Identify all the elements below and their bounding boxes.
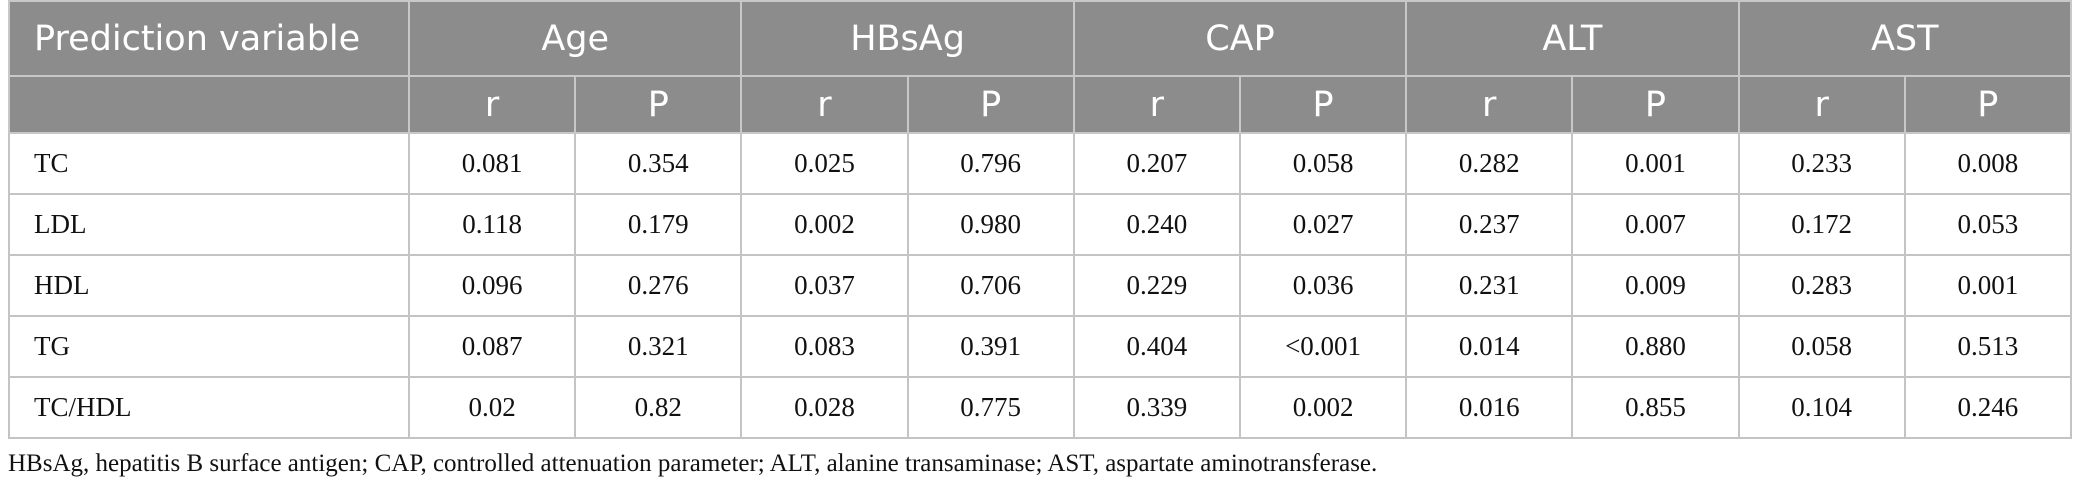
row-label: TC/HDL (8, 376, 410, 439)
cell-alt-r: 0.016 (1405, 376, 1574, 439)
cell-cap-r: 0.229 (1072, 254, 1241, 317)
cell-hbsag-r: 0.037 (740, 254, 909, 317)
header-sub-p: P (1903, 75, 2072, 134)
cell-hbsag-p: 0.980 (906, 193, 1075, 256)
cell-alt-r: 0.237 (1405, 193, 1574, 256)
cell-hbsag-r: 0.025 (740, 132, 909, 195)
header-group-alt: ALT (1405, 0, 1740, 77)
cell-cap-p: <0.001 (1238, 315, 1408, 378)
cell-age-r: 0.081 (407, 132, 577, 195)
table-row-tg: TG 0.087 0.321 0.083 0.391 0.404 <0.001 … (8, 315, 2072, 378)
cell-hbsag-p: 0.796 (906, 132, 1075, 195)
cell-age-r: 0.087 (407, 315, 577, 378)
cell-alt-p: 0.855 (1571, 376, 1740, 439)
correlation-table: Prediction variable Age HBsAg CAP ALT AS… (8, 0, 2072, 439)
cell-age-p: 0.82 (574, 376, 743, 439)
cell-hbsag-r: 0.028 (740, 376, 909, 439)
cell-age-p: 0.354 (574, 132, 743, 195)
cell-ast-p: 0.246 (1903, 376, 2072, 439)
header-row-groups: Prediction variable Age HBsAg CAP ALT AS… (8, 0, 2072, 77)
header-sub-p: P (574, 75, 743, 134)
header-group-age: Age (407, 0, 743, 77)
row-label: TC (8, 132, 410, 195)
header-group-hbsag: HBsAg (740, 0, 1075, 77)
cell-cap-r: 0.207 (1072, 132, 1241, 195)
cell-cap-r: 0.404 (1072, 315, 1241, 378)
header-sub-r: r (1405, 75, 1574, 134)
header-sub-r: r (740, 75, 909, 134)
cell-ast-r: 0.058 (1737, 315, 1906, 378)
header-row-subcolumns: r P r P r P r P r P (8, 75, 2072, 134)
cell-ast-p: 0.008 (1903, 132, 2072, 195)
cell-ast-r: 0.172 (1737, 193, 1906, 256)
cell-alt-p: 0.007 (1571, 193, 1740, 256)
table-row-tc-hdl: TC/HDL 0.02 0.82 0.028 0.775 0.339 0.002… (8, 376, 2072, 439)
header-prediction-variable: Prediction variable (8, 0, 410, 77)
table-row-ldl: LDL 0.118 0.179 0.002 0.980 0.240 0.027 … (8, 193, 2072, 256)
cell-cap-r: 0.339 (1072, 376, 1241, 439)
table-row-hdl: HDL 0.096 0.276 0.037 0.706 0.229 0.036 … (8, 254, 2072, 317)
cell-alt-p: 0.001 (1571, 132, 1740, 195)
header-sub-p: P (1238, 75, 1408, 134)
cell-alt-p: 0.009 (1571, 254, 1740, 317)
header-sub-p: P (1571, 75, 1740, 134)
cell-hbsag-r: 0.083 (740, 315, 909, 378)
cell-cap-r: 0.240 (1072, 193, 1241, 256)
cell-age-r: 0.118 (407, 193, 577, 256)
cell-ast-p: 0.513 (1903, 315, 2072, 378)
cell-cap-p: 0.002 (1238, 376, 1408, 439)
row-label: LDL (8, 193, 410, 256)
cell-hbsag-r: 0.002 (740, 193, 909, 256)
cell-age-p: 0.179 (574, 193, 743, 256)
cell-cap-p: 0.036 (1238, 254, 1408, 317)
cell-ast-p: 0.053 (1903, 193, 2072, 256)
row-label: HDL (8, 254, 410, 317)
table-row-tc: TC 0.081 0.354 0.025 0.796 0.207 0.058 0… (8, 132, 2072, 195)
cell-alt-r: 0.282 (1405, 132, 1574, 195)
cell-age-p: 0.276 (574, 254, 743, 317)
header-sub-r: r (1737, 75, 1906, 134)
cell-hbsag-p: 0.706 (906, 254, 1075, 317)
header-empty-cell (8, 75, 410, 134)
header-sub-r: r (1072, 75, 1241, 134)
cell-hbsag-p: 0.775 (906, 376, 1075, 439)
cell-cap-p: 0.027 (1238, 193, 1408, 256)
cell-ast-r: 0.104 (1737, 376, 1906, 439)
header-sub-r: r (407, 75, 577, 134)
cell-cap-p: 0.058 (1238, 132, 1408, 195)
header-group-ast: AST (1737, 0, 2072, 77)
cell-ast-r: 0.233 (1737, 132, 1906, 195)
cell-age-r: 0.096 (407, 254, 577, 317)
cell-ast-p: 0.001 (1903, 254, 2072, 317)
cell-alt-p: 0.880 (1571, 315, 1740, 378)
cell-alt-r: 0.014 (1405, 315, 1574, 378)
correlation-table-container: Prediction variable Age HBsAg CAP ALT AS… (8, 0, 2072, 439)
cell-alt-r: 0.231 (1405, 254, 1574, 317)
header-group-cap: CAP (1072, 0, 1408, 77)
table-footnote: HBsAg, hepatitis B surface antigen; CAP,… (8, 450, 1378, 477)
cell-ast-r: 0.283 (1737, 254, 1906, 317)
cell-age-r: 0.02 (407, 376, 577, 439)
header-sub-p: P (906, 75, 1075, 134)
row-label: TG (8, 315, 410, 378)
cell-hbsag-p: 0.391 (906, 315, 1075, 378)
cell-age-p: 0.321 (574, 315, 743, 378)
